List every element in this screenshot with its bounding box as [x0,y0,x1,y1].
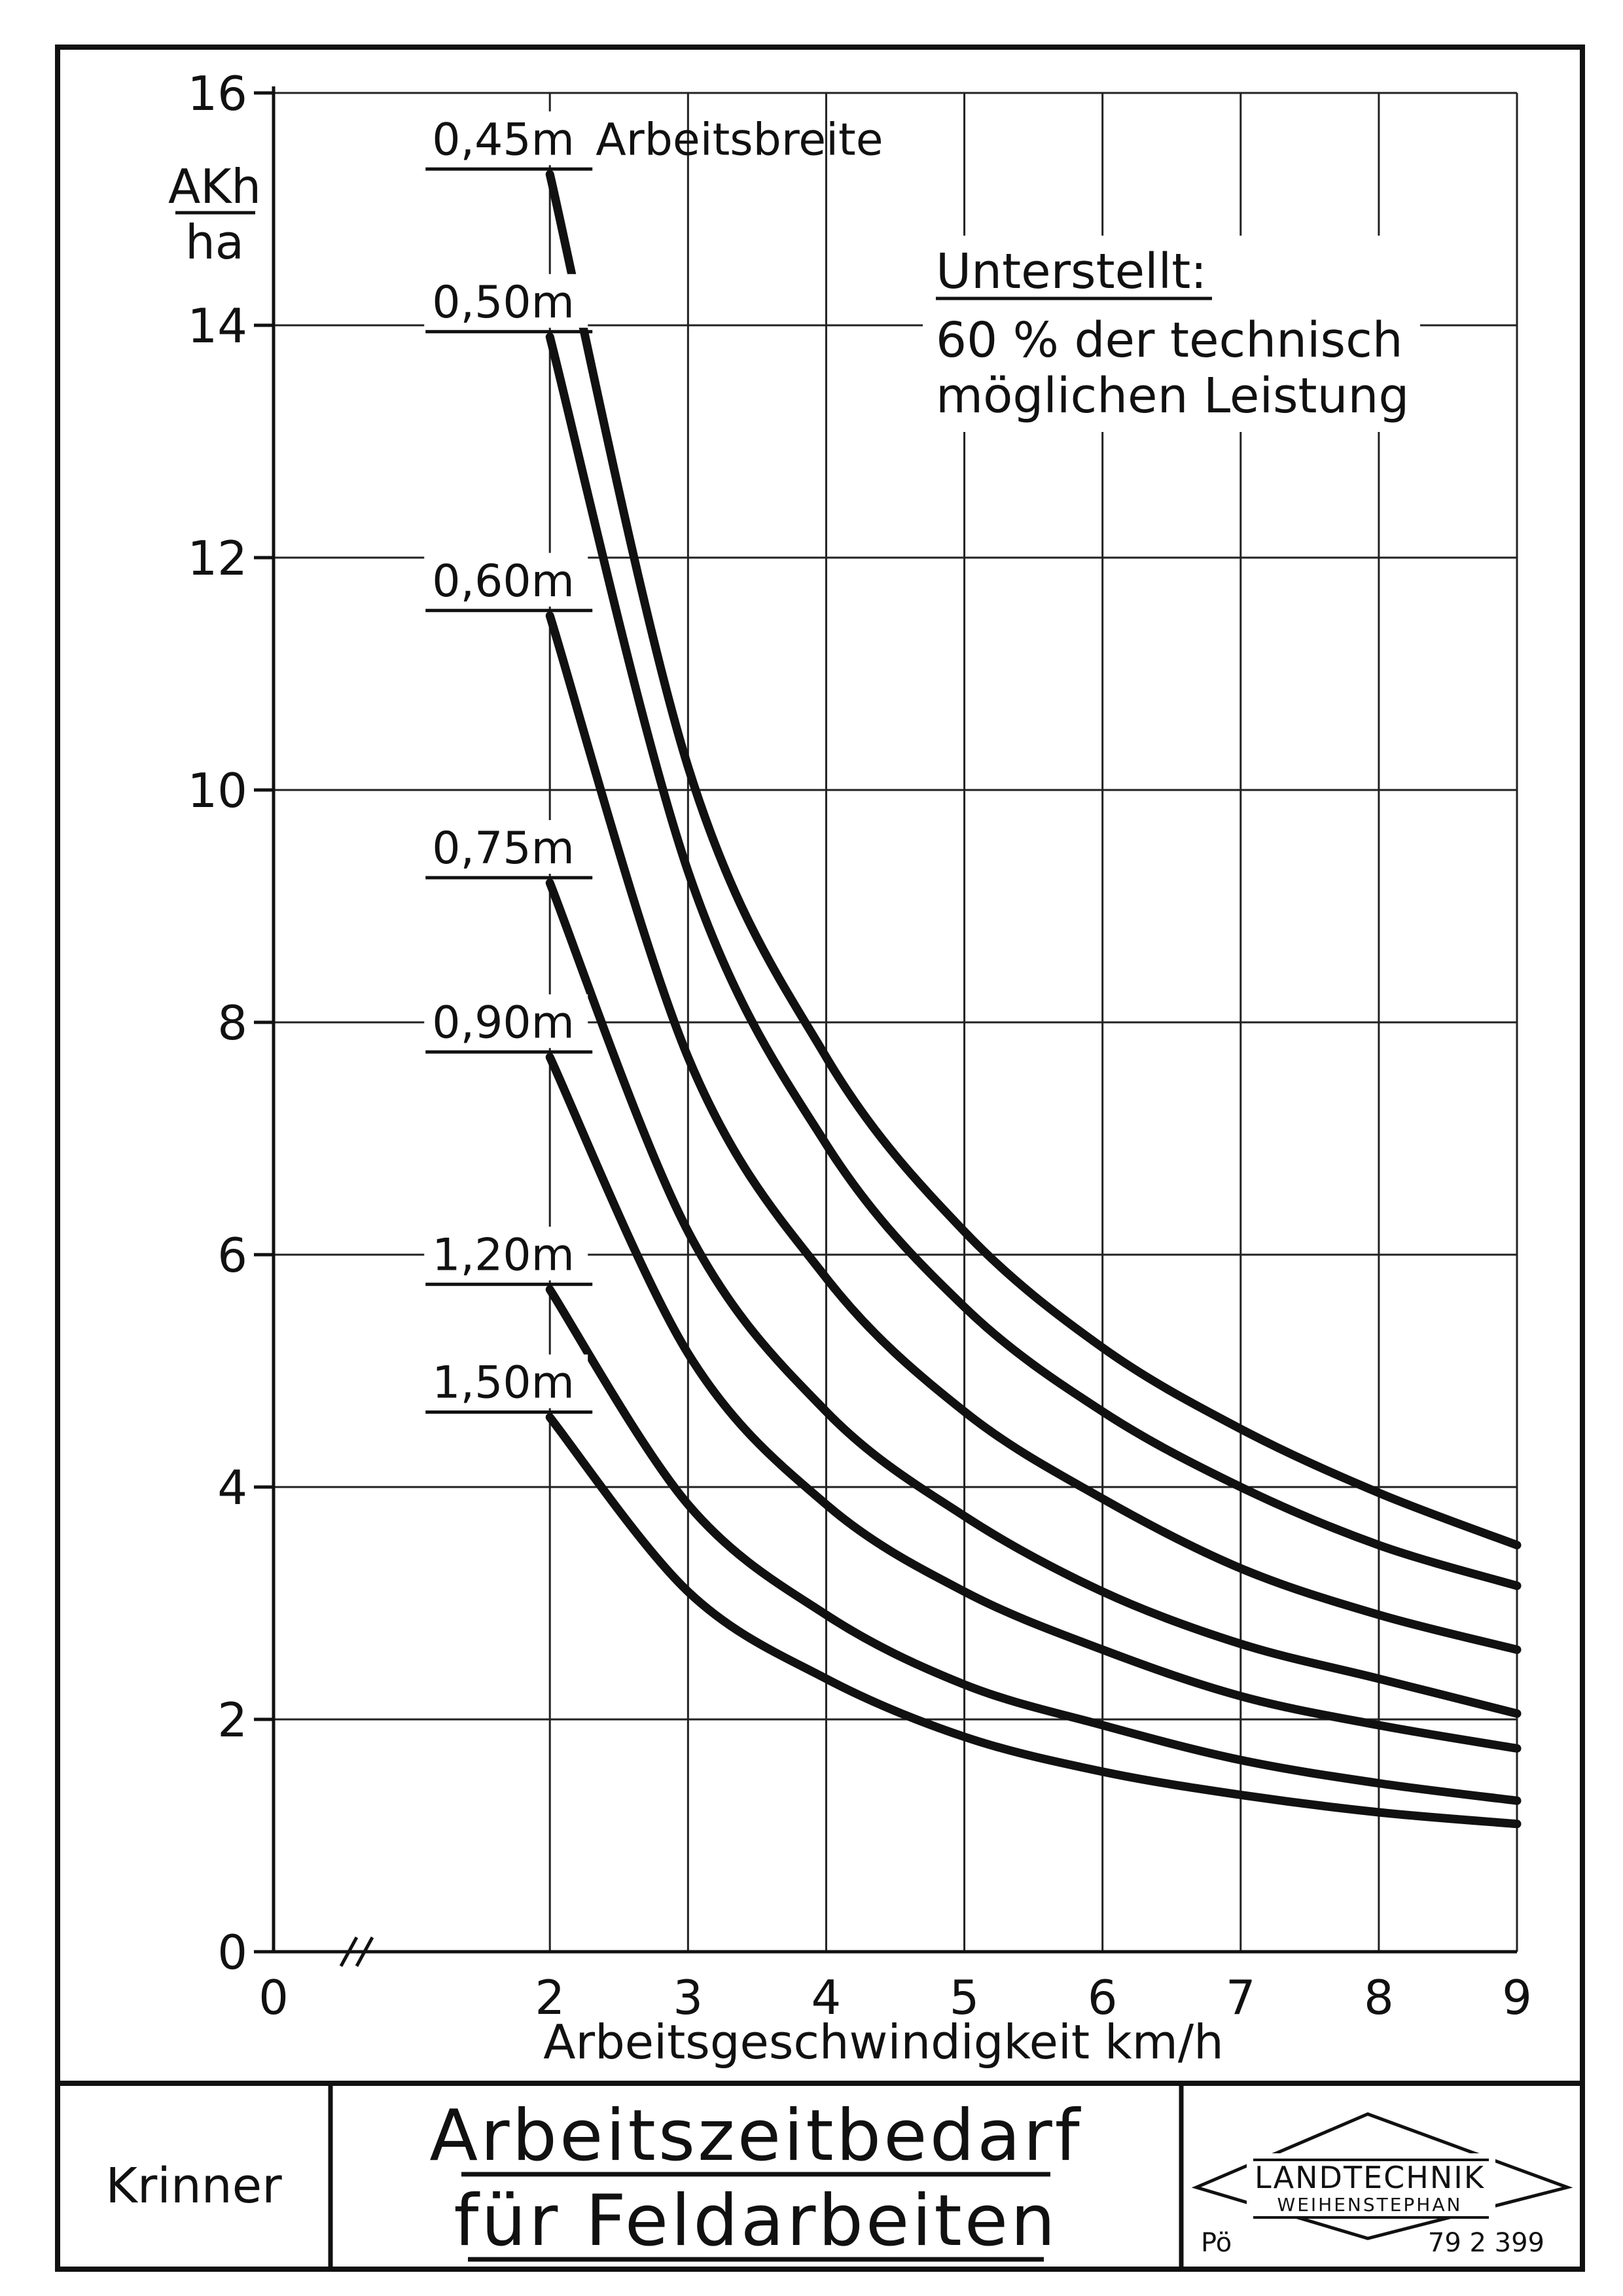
y-axis-label-denominator: ha [185,215,244,270]
y-tick-label: 4 [217,1460,247,1515]
annotation-line-2: möglichen Leistung [936,368,1409,424]
y-tick-label: 8 [217,996,247,1050]
series-label-backdrop [424,994,588,1049]
footer-code-left: Pö [1201,2228,1232,2258]
series-label-backdrop [424,1354,588,1408]
landtechnik-logo: LANDTECHNIK WEIHENSTEPHAN [1191,2112,1573,2240]
y-tick-label: 6 [217,1228,247,1283]
series-label-backdrop [424,111,588,166]
outer-border [55,45,1585,2272]
x-tick-label: 4 [812,1970,842,2025]
axis-break-mark [355,1936,374,1967]
annotation-heading: Unterstellt: [936,243,1207,300]
x-tick-label: 9 [1502,1970,1532,2025]
footer-author: Krinner [105,2158,282,2214]
series-label: 0,50m [432,277,575,329]
series-line [545,1285,1522,1805]
logo-subtitle: WEIHENSTEPHAN [1277,2194,1463,2215]
series-label-backdrop [424,1227,588,1281]
series-label: 1,50m [432,1357,575,1409]
x-tick-label: 3 [673,1970,703,2025]
series-label: 0,75m [432,823,575,874]
axes: 0 2 4 6 8 10 12 14 16 0 2 3 4 5 6 7 8 9 [187,66,1532,2025]
y-tick-label: 12 [187,531,247,586]
y-tick-label: 16 [187,66,247,121]
series-label-backdrop [424,552,588,607]
series-line [545,1413,1522,1829]
footer-code-right: 79 2 399 [1428,2228,1544,2258]
series-line [545,1052,1522,1753]
x-tick-label: 8 [1364,1970,1394,2025]
curves [545,170,1522,1829]
axis-break-mark [339,1936,359,1967]
footer-title-line-1: Arbeitszeitbedarf [429,2095,1082,2177]
y-axis-label-numerator: AKh [168,159,261,214]
series-label: 0,60m [432,556,575,607]
annotation-line-1: 60 % der technisch [936,312,1403,368]
y-tick-label: 2 [217,1693,247,1748]
series-line [545,878,1522,1718]
series-label-backdrop [424,820,588,874]
series-label: 0,45m [432,114,575,166]
x-tick-label: 7 [1226,1970,1256,2025]
series-line [545,611,1522,1654]
series-labels: 0,45m Arbeitsbreite 0,50m 0,60m 0,75m 0,90m 1,… [424,111,883,1414]
legend-title: Arbeitsbreite [596,114,883,166]
y-tick-label: 14 [187,298,247,353]
footer-title-line-2: für Feldarbeiten [454,2180,1058,2262]
x-axis-label: Arbeitsgeschwindigkeit km/h [543,2015,1224,2070]
series-line [545,170,1522,1550]
x-tick-label: 0 [259,1970,289,2025]
series-line [545,332,1522,1590]
annotation-background [923,236,1420,432]
x-tick-label: 5 [950,1970,980,2025]
x-tick-label: 6 [1088,1970,1118,2025]
logo-diamond-outline [1191,2112,1573,2240]
y-tick-label: 10 [187,763,247,818]
series-label-backdrop [424,274,588,328]
logo-name: LANDTECHNIK [1255,2160,1485,2195]
x-tick-label: 2 [535,1970,565,2025]
logo-text-backdrop [1247,2153,1495,2219]
series-label: 1,20m [432,1229,575,1281]
series-label: 0,90m [432,997,575,1049]
y-tick-label: 0 [217,1925,247,1980]
